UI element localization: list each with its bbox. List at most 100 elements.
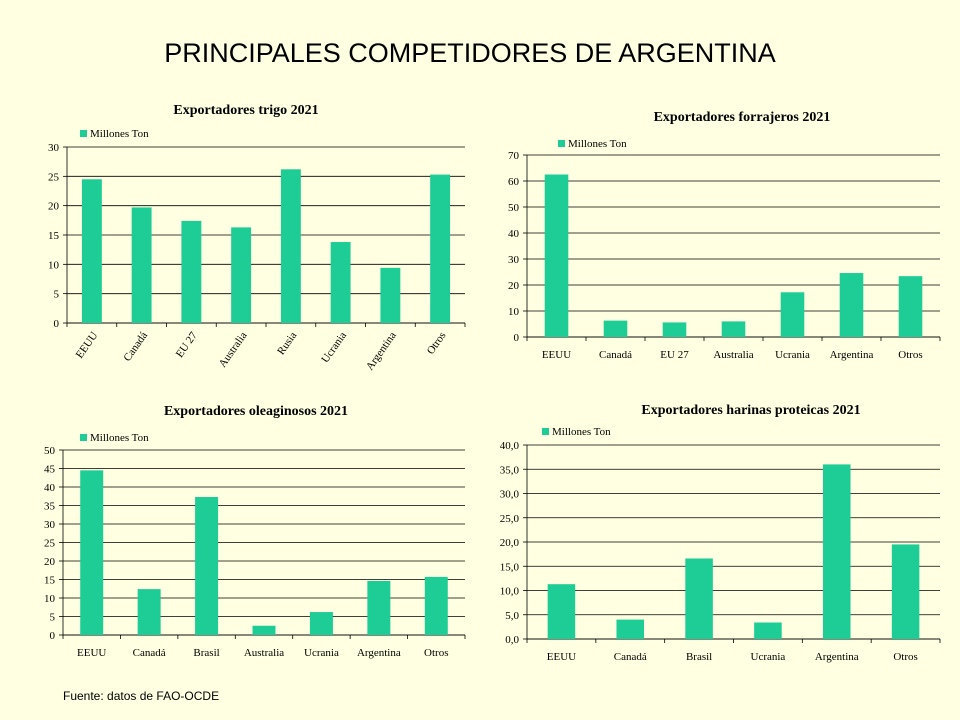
y-tick-label: 30	[44, 519, 56, 531]
y-tick-label: 70	[508, 150, 520, 162]
source-note: Fuente: datos de FAO-OCDE	[63, 689, 220, 703]
y-tick-label: 5	[54, 289, 60, 301]
x-tick-label: EEUU	[542, 349, 571, 361]
x-tick-label: Argentina	[364, 330, 399, 373]
bar	[131, 207, 152, 323]
y-tick-label: 20	[44, 556, 56, 568]
bar	[898, 276, 923, 337]
x-tick-label: Canadá	[614, 651, 647, 663]
legend-swatch	[558, 140, 565, 147]
y-tick-label: 25	[48, 171, 60, 183]
x-tick-label: Australia	[244, 647, 284, 659]
bar	[309, 612, 333, 635]
x-tick-label: EU 27	[174, 329, 200, 360]
y-tick-label: 45	[44, 464, 56, 476]
legend-label: Millones Ton	[90, 432, 149, 444]
bar	[81, 179, 102, 323]
bar	[721, 321, 746, 337]
y-tick-label: 20,0	[500, 537, 520, 549]
y-tick-label: 5,0	[505, 610, 519, 622]
bar	[822, 464, 851, 639]
x-tick-label: Australia	[217, 330, 250, 370]
bar	[839, 273, 864, 337]
y-tick-label: 0	[50, 630, 56, 642]
y-tick-label: 30,0	[500, 489, 520, 501]
bar	[195, 496, 219, 635]
y-tick-label: 40	[508, 228, 520, 240]
bar	[891, 544, 920, 639]
y-tick-label: 20	[48, 201, 60, 213]
bar	[547, 584, 576, 639]
y-tick-label: 40	[44, 482, 56, 494]
bar	[662, 322, 687, 337]
bar	[430, 174, 451, 323]
y-tick-label: 0,0	[505, 634, 519, 646]
x-tick-label: Otros	[425, 330, 449, 357]
y-tick-label: 5	[50, 612, 56, 624]
bar	[616, 619, 645, 639]
y-tick-label: 50	[44, 445, 56, 457]
y-tick-label: 40,0	[500, 440, 520, 452]
bar	[603, 320, 628, 337]
y-tick-label: 15,0	[500, 561, 520, 573]
bar	[280, 169, 301, 323]
chart-title: Exportadores harinas proteicas 2021	[641, 403, 860, 418]
x-tick-label: Otros	[898, 349, 922, 361]
bar	[380, 267, 401, 323]
bar	[780, 292, 805, 337]
x-tick-label: Argentina	[357, 647, 401, 659]
y-tick-label: 0	[514, 332, 520, 344]
bar	[80, 470, 104, 635]
legend-label: Millones Ton	[90, 128, 149, 140]
y-tick-label: 60	[508, 176, 520, 188]
chart-title: Exportadores trigo 2021	[173, 103, 318, 118]
x-tick-label: Canadá	[121, 330, 150, 364]
bar	[181, 220, 202, 323]
y-tick-label: 10	[44, 593, 56, 605]
y-tick-label: 10	[48, 259, 60, 271]
x-tick-label: EEUU	[74, 330, 101, 361]
x-tick-label: EU 27	[660, 349, 689, 361]
x-tick-label: Ucrania	[304, 647, 339, 659]
x-tick-label: Australia	[713, 349, 753, 361]
bar	[252, 625, 276, 635]
x-tick-label: Argentina	[815, 651, 859, 663]
y-tick-label: 15	[44, 575, 56, 587]
x-tick-label: Ucrania	[319, 330, 349, 365]
bar	[685, 558, 713, 639]
y-tick-label: 25	[44, 538, 56, 550]
bar	[231, 227, 252, 323]
y-tick-label: 50	[508, 202, 520, 214]
y-tick-label: 30	[48, 142, 60, 154]
x-tick-label: Brasil	[686, 651, 712, 663]
page-title: PRINCIPALES COMPETIDORES DE ARGENTINA	[164, 38, 776, 68]
legend-swatch	[80, 434, 87, 441]
bar	[367, 580, 391, 635]
x-tick-label: Ucrania	[775, 349, 810, 361]
legend-label: Millones Ton	[552, 426, 611, 438]
y-tick-label: 35	[44, 501, 56, 513]
y-tick-label: 30	[508, 254, 520, 266]
y-tick-label: 15	[48, 230, 60, 242]
y-tick-label: 0	[54, 318, 60, 330]
y-tick-label: 10	[508, 306, 520, 318]
y-tick-label: 35,0	[500, 464, 520, 476]
x-tick-label: EEUU	[77, 647, 106, 659]
chart-title: Exportadores oleaginosos 2021	[164, 404, 348, 419]
x-tick-label: Canadá	[599, 349, 632, 361]
x-tick-label: Brasil	[193, 647, 219, 659]
x-tick-label: Otros	[893, 651, 917, 663]
y-tick-label: 10,0	[500, 586, 520, 598]
x-tick-label: Otros	[424, 647, 448, 659]
legend-swatch	[542, 428, 549, 435]
chart-title: Exportadores forrajeros 2021	[654, 110, 831, 125]
x-tick-label: EEUU	[547, 651, 576, 663]
bar	[544, 174, 569, 337]
y-tick-label: 25,0	[500, 513, 520, 525]
bar	[330, 242, 351, 323]
x-tick-label: Argentina	[830, 349, 874, 361]
